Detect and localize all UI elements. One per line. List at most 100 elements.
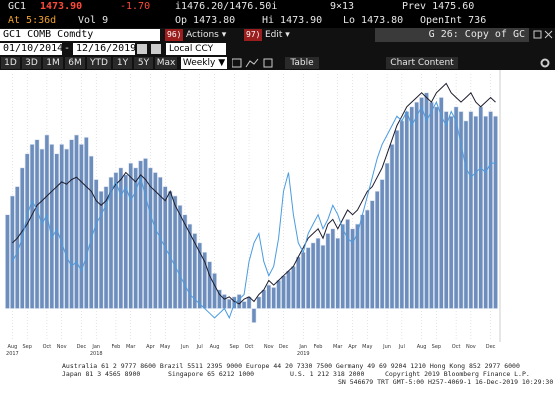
x-tick-label: Jun <box>180 344 189 350</box>
start-date[interactable]: 01/10/2014 <box>0 43 63 55</box>
bar <box>399 120 405 309</box>
bar <box>54 153 60 309</box>
period-button[interactable]: YTD <box>87 57 111 69</box>
x-tick-label: Sep <box>432 344 441 350</box>
bar <box>98 190 104 309</box>
bar <box>192 233 198 309</box>
actions-menu[interactable]: Actions ▾ <box>186 30 227 40</box>
bar <box>79 144 84 309</box>
calendar-icons[interactable] <box>137 44 163 54</box>
x-tick-label: May <box>160 344 170 350</box>
x-tick-label: Aug <box>210 344 220 350</box>
table-button[interactable]: Table <box>285 57 319 69</box>
bar <box>29 144 35 309</box>
bar <box>271 287 277 309</box>
bar <box>276 280 281 309</box>
bar <box>148 167 153 309</box>
bar <box>69 139 74 309</box>
bar <box>182 214 188 309</box>
bar <box>305 247 311 309</box>
period-button[interactable]: 1M <box>43 57 63 69</box>
open-interest: OpenInt 736 <box>420 15 487 26</box>
bar <box>103 186 109 309</box>
settings-icon[interactable] <box>540 58 550 68</box>
bar <box>424 92 429 309</box>
year-label: 2019 <box>297 351 310 357</box>
bar <box>364 209 370 309</box>
end-date[interactable]: 12/16/2019 <box>73 43 136 55</box>
footer-text: Australia 61 2 9777 8600 Brazil 5511 239… <box>62 362 520 370</box>
x-tick-label: Feb <box>111 344 120 350</box>
footer-text: Japan 81 3 4565 8900 <box>62 370 141 378</box>
bar <box>261 289 267 309</box>
footer-text: SN 546679 TRT GMT-5:00 H257-4069-1 16-De… <box>338 378 554 386</box>
time: At 5:36d <box>8 15 57 26</box>
bar <box>355 223 360 309</box>
year-label: 2018 <box>90 351 103 357</box>
security-input[interactable]: GC1 COMB Comdty <box>0 29 160 41</box>
bar <box>113 172 119 309</box>
bar <box>295 256 301 309</box>
period-button[interactable]: 3D <box>22 57 41 69</box>
change: -1.70 <box>120 1 151 12</box>
bar <box>108 176 114 309</box>
bar <box>434 106 439 309</box>
x-tick-label: Jun <box>382 344 391 350</box>
bar <box>24 153 30 309</box>
period-button[interactable]: 5Y <box>134 57 153 69</box>
prev: Prev 1475.60 <box>402 1 475 12</box>
frequency[interactable]: Weekly ▼ <box>181 57 227 69</box>
bar <box>478 106 484 309</box>
bar <box>291 266 296 309</box>
bar <box>286 270 291 309</box>
x-tick-label: Oct <box>43 344 52 350</box>
bar <box>379 179 385 309</box>
bar <box>83 137 89 309</box>
x-tick-label: Sep <box>22 344 31 350</box>
bar <box>167 190 173 309</box>
currency[interactable]: Local CCY <box>166 43 226 55</box>
bar <box>212 273 217 309</box>
bar <box>49 144 55 309</box>
period-button[interactable]: 1Y <box>113 57 132 69</box>
period-button[interactable]: 1D <box>1 57 20 69</box>
bar <box>419 97 424 309</box>
bar <box>138 160 143 309</box>
x-tick-label: Nov <box>466 344 476 350</box>
high: Hi 1473.90 <box>262 15 323 26</box>
chart-icons[interactable] <box>232 58 282 68</box>
footer-text: U.S. 1 212 318 2000 <box>290 370 365 378</box>
bar <box>394 129 400 309</box>
bar <box>384 162 390 309</box>
stats-row: At 5:36d Vol 9 Op 1473.80 Hi 1473.90 Lo … <box>0 14 555 28</box>
bar <box>281 275 286 309</box>
x-tick-label: Jan <box>91 344 100 350</box>
line-series <box>12 82 496 305</box>
bar <box>152 172 158 309</box>
actions-number: 96) <box>165 29 184 41</box>
edit-menu[interactable]: Edit ▾ <box>265 30 290 40</box>
bar <box>463 120 469 309</box>
bar <box>88 155 94 309</box>
window-icons[interactable] <box>533 30 553 40</box>
edit-number: 97) <box>244 29 263 41</box>
bar <box>266 284 272 309</box>
period-button[interactable]: 6M <box>65 57 85 69</box>
year-label: 2017 <box>6 351 19 357</box>
bar <box>340 223 346 309</box>
bar <box>458 111 464 309</box>
bar <box>133 167 139 309</box>
x-tick-label: Aug <box>417 344 427 350</box>
x-tick-label: Apr <box>146 344 156 350</box>
x-tick-label: Mar <box>126 344 136 350</box>
period-button[interactable]: Max <box>155 57 177 69</box>
bar <box>241 301 247 309</box>
x-tick-label: Apr <box>348 344 358 350</box>
x-tick-label: Sep <box>230 344 239 350</box>
bid-ask: i1476.20/1476.50i <box>175 1 278 12</box>
chart-content-button[interactable]: Chart Content <box>386 57 458 69</box>
low: Lo 1473.80 <box>343 15 404 26</box>
bar <box>59 144 65 309</box>
bar <box>217 289 222 309</box>
bar <box>5 214 10 309</box>
